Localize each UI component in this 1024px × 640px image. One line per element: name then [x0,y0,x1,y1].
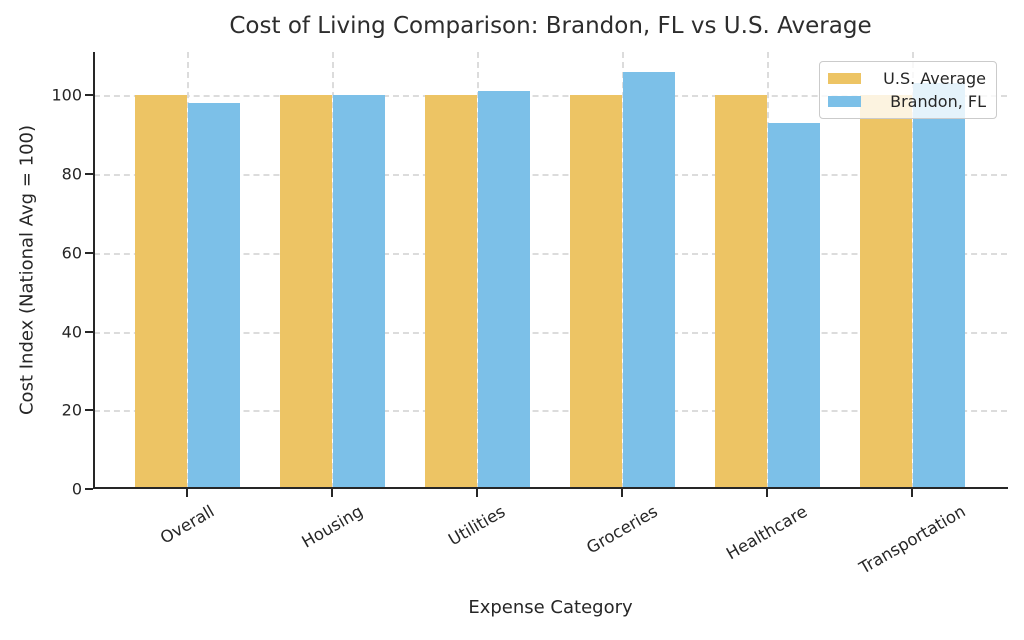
bar-u-s-average-housing [280,95,332,489]
bar-brandon-fl-groceries [623,71,675,489]
legend-swatch-us-average [828,73,861,85]
y-tick-label: 100 [51,85,82,105]
bar-u-s-average-groceries [570,95,622,489]
x-tick-mark-groceries [621,489,623,497]
x-tick-mark-housing [331,489,333,497]
legend-swatch-brandon-fl [828,95,861,107]
x-axis-spine [93,487,1008,489]
bar-brandon-fl-healthcare [768,122,820,489]
bar-brandon-fl-transportation [913,83,965,489]
h-gridline-100 [94,95,1007,98]
legend-label-us-average: U.S. Average [883,69,986,89]
x-tick-label-transportation: Transportation [855,501,969,578]
bar-u-s-average-transportation [860,95,912,489]
bar-brandon-fl-utilities [478,91,530,489]
h-gridline-60 [94,252,1007,255]
y-axis-spine [93,52,95,489]
bar-u-s-average-healthcare [715,95,767,489]
y-tick-label: 20 [61,400,82,420]
y-tick-label: 60 [61,243,82,263]
x-tick-label-healthcare: Healthcare [723,502,811,564]
x-tick-mark-healthcare [766,489,768,497]
y-tick-mark-0 [85,488,93,490]
y-tick-label: 40 [61,322,82,342]
h-gridline-20 [94,410,1007,413]
x-tick-mark-overall [186,489,188,497]
y-tick-mark-100 [85,94,93,97]
y-axis-label: Cost Index (National Avg = 100) [16,124,38,416]
h-gridline-40 [94,331,1007,334]
y-tick-label: 0 [71,479,82,499]
legend-item-us-average: U.S. Average [828,69,986,88]
x-tick-label-overall: Overall [156,502,218,548]
legend-label-brandon-fl: Brandon, FL [890,91,986,111]
legend-item-brandon-fl: Brandon, FL [828,92,986,111]
h-gridline-80 [94,174,1007,177]
legend: U.S. Average Brandon, FL [819,61,997,119]
plot-area: 0 20 40 60 80 100 Overall Housing Utilities Groce… [51,52,1008,578]
x-tick-mark-utilities [476,489,478,497]
y-tick-label: 80 [61,164,82,184]
bar-u-s-average-overall [135,95,187,489]
x-axis-label: Expense Category [468,597,633,618]
chart-title: Cost of Living Comparison: Brandon, FL v… [229,13,872,39]
y-tick-mark-60 [85,251,93,254]
y-tick-mark-40 [85,330,93,333]
y-tick-mark-20 [85,409,93,412]
x-tick-mark-transportation [911,489,913,497]
x-tick-label-utilities: Utilities [445,501,509,550]
x-tick-label-housing: Housing [297,501,366,552]
bar-u-s-average-utilities [425,95,477,489]
y-tick-mark-80 [85,173,93,176]
x-tick-label-groceries: Groceries [582,502,661,558]
bar-brandon-fl-housing [333,95,385,489]
bar-brandon-fl-overall [188,103,240,489]
